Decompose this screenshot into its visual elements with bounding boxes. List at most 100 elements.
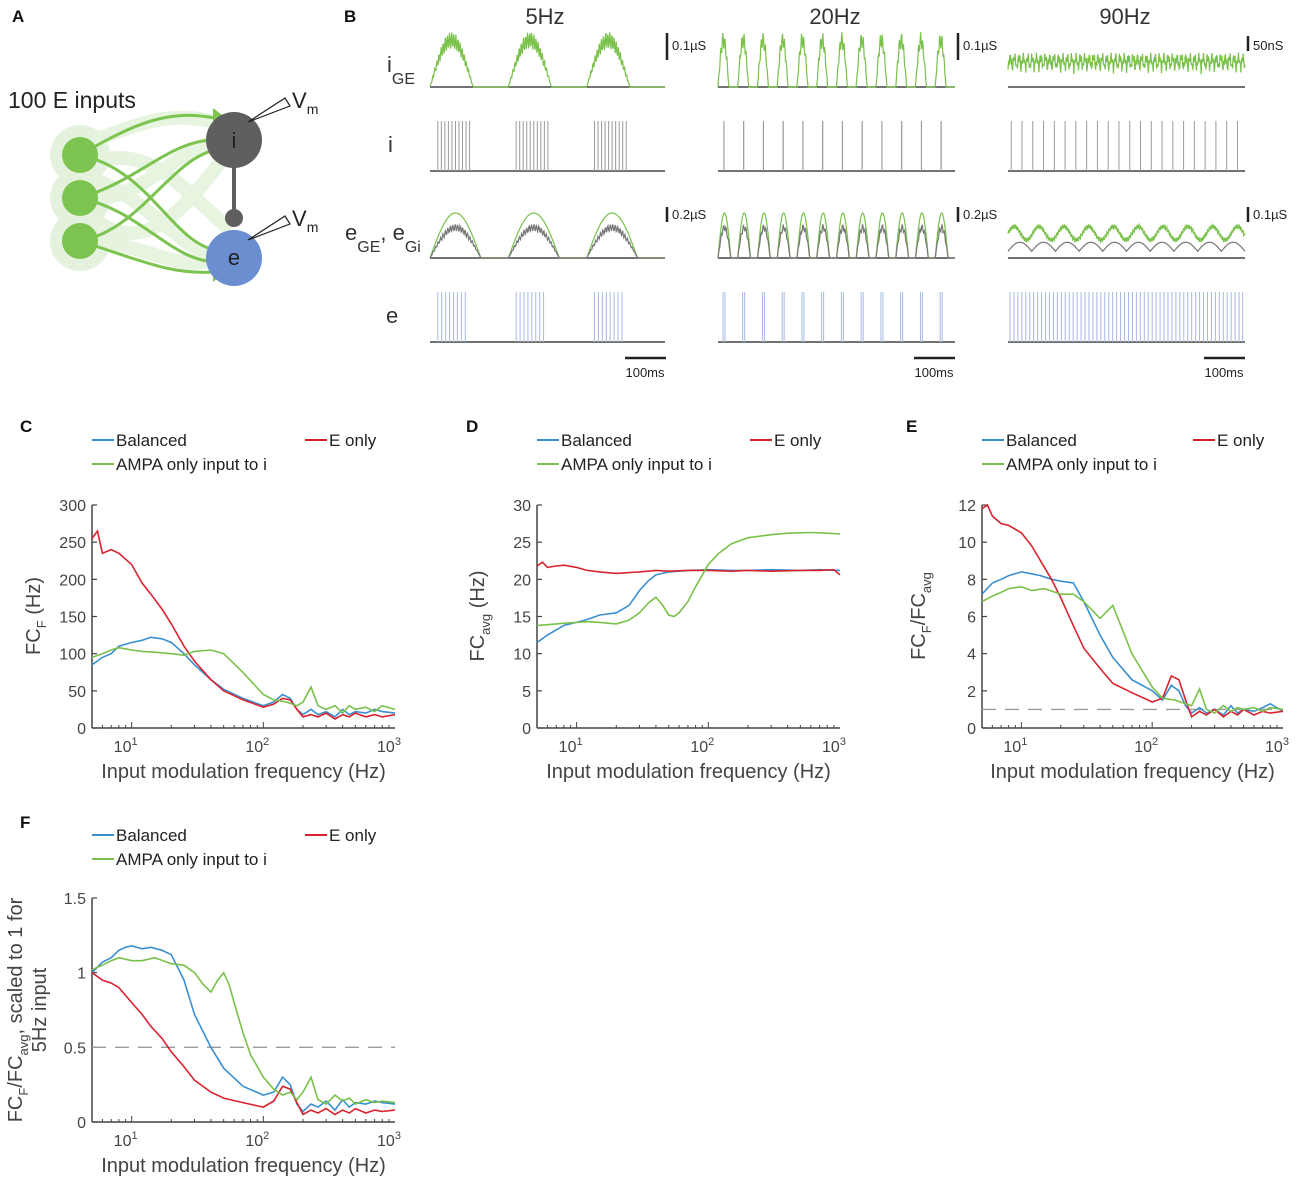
y-tick-label: 150 [59,610,86,627]
series-e_only [536,561,841,576]
scalebar-5hz-row3: 0.2µS [672,207,707,222]
row-label-e: e [386,303,398,328]
panel-c-label: C [20,417,32,436]
panel-b-label: B [344,7,356,26]
x-tick-label: 101 [559,736,583,756]
legend-label-balanced: Balanced [1006,431,1077,450]
input-connections [79,113,216,274]
x-tick-label: 103 [377,1130,401,1150]
trace-igE [429,32,665,88]
time-scalebars: 100ms 100ms 100ms [625,356,1245,380]
y-tick-label: 100 [59,647,86,664]
y-tick-label: 0.5 [64,1040,86,1057]
series-balanced [91,944,396,1113]
input-neuron-3 [62,223,98,259]
legend-label-ampa: AMPA only input to i [561,455,712,474]
y-tick-label: 10 [513,647,531,664]
y-tick-label: 10 [958,535,976,552]
panel-e-chart: E 0 2 4 6 8 10 12 101 102 103 Input modulation freq… [906,417,1289,783]
x-tick-label: 103 [1265,736,1289,756]
inputs-label: 100 E inputs [8,87,136,113]
series-balanced [536,568,841,644]
series-ampa [536,531,841,627]
svg-text:5Hz input: 5Hz input [29,967,51,1052]
trace-eGE [429,212,665,259]
row-label-igE: iGE [387,52,415,88]
y-axis-label: FCF (Hz) [23,577,49,655]
svg-text:FCavg (Hz): FCavg (Hz) [467,571,493,662]
x-tick-label: 101 [114,736,138,756]
y-tick-label: 50 [68,684,86,701]
inhibitory-synapse [225,209,243,227]
e-neuron [206,230,262,286]
timescale-90hz: 100ms [1204,365,1244,380]
legend-label-e_only: E only [774,431,822,450]
series-e_only [981,503,1284,719]
y-tick-label: 1.5 [64,891,86,908]
y-axis-label: FCF/FCavg [908,572,934,660]
legend-label-ampa: AMPA only input to i [1006,455,1157,474]
scalebar-20hz-row3: 0.2µS [963,207,998,222]
scalebar-90hz-row1: 50nS [1253,38,1284,53]
y-tick-label: 200 [59,572,86,589]
panel-f-label: F [20,813,30,832]
y-tick-label: 0 [77,1115,86,1132]
x-tick-label: 101 [1003,736,1027,756]
series-ampa [91,956,396,1106]
y-tick-label: 1 [77,966,86,983]
panel-b-traces: B 5Hz 20Hz 90Hz iGE i eGE, eGi e 0.1µS 0… [344,4,1288,380]
series-e_only [91,529,396,721]
legend-label-balanced: Balanced [116,431,187,450]
scalebar-90hz-row3: 0.1µS [1253,207,1288,222]
y-tick-label: 0 [77,721,86,738]
y-tick-label: 20 [513,572,531,589]
freq-title-90hz: 90Hz [1099,4,1150,29]
vm-label-i: Vm [292,88,318,117]
scalebar-20hz-row1: 0.1µS [963,38,998,53]
x-axis-label: Input modulation frequency (Hz) [101,1155,386,1177]
svg-text:FCF/FCavg, scaled to 1 for: FCF/FCavg, scaled to 1 for [5,897,31,1122]
legend-label-e_only: E only [329,826,377,845]
i-neuron-label: i [232,128,237,153]
panel-d-label: D [466,417,478,436]
y-axis-label: FCavg (Hz) [467,571,493,662]
input-neuron-1 [62,137,98,173]
panel-e-label: E [906,417,917,436]
x-axis-label: Input modulation frequency (Hz) [546,761,831,783]
scalebars-row3: 0.2µS 0.2µS 0.1µS [665,207,1288,222]
y-tick-label: 12 [958,498,976,515]
panel-f-chart: F 0 0.5 1 1.5 101 102 103 Input modulation frequ… [5,813,401,1177]
series-ampa [91,646,396,715]
y-tick-label: 0 [967,721,976,738]
x-axis-label: Input modulation frequency (Hz) [990,761,1275,783]
e-neuron-label: e [228,245,240,270]
electrode-i: Vm [247,88,318,123]
svg-text:FCF/FCavg: FCF/FCavg [908,572,934,660]
trace-eGE [1007,222,1246,244]
trace-igE [717,32,955,88]
y-tick-label: 0 [522,721,531,738]
input-neuron-2 [62,180,98,216]
legend-label-e_only: E only [329,431,377,450]
scalebars-row1: 0.1µS 0.1µS 50nS [665,33,1284,60]
legend-label-ampa: AMPA only input to i [116,455,267,474]
x-tick-label: 102 [1134,736,1158,756]
y-tick-label: 4 [967,647,976,664]
y-tick-label: 15 [513,610,531,627]
trace-igE [1007,52,1246,75]
i-neuron [206,112,262,168]
y-tick-label: 5 [522,684,531,701]
y-tick-label: 2 [967,684,976,701]
legend-label-balanced: Balanced [561,431,632,450]
series-balanced [981,571,1284,717]
x-tick-label: 102 [245,1130,269,1150]
row-label-i: i [388,132,393,157]
electrode-e: Vm [247,206,318,241]
row-label-eg: eGE, eGi [345,220,421,256]
trace-eGi [429,223,665,259]
freq-title-5hz: 5Hz [525,4,564,29]
trace-eGi [1007,241,1246,253]
y-tick-label: 8 [967,572,976,589]
